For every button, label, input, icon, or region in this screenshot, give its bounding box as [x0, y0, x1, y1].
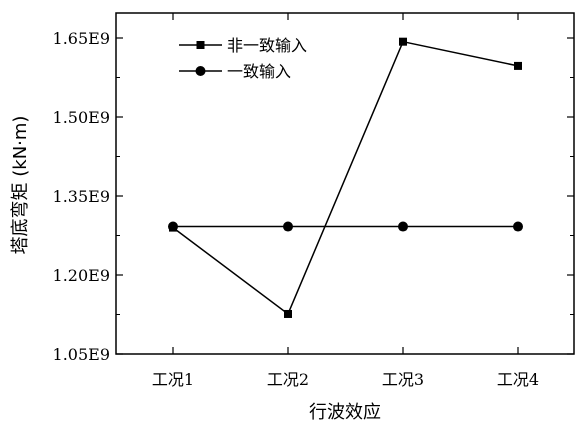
y-minor-ticks — [116, 77, 574, 315]
data-point-circle — [398, 221, 408, 232]
legend-marker-circle — [195, 66, 206, 76]
legend-label: 一致输入 — [227, 62, 291, 81]
x-axis-title: 行波效应 — [309, 402, 381, 423]
data-point-square — [284, 309, 292, 318]
x-tick-label: 工况2 — [267, 370, 309, 389]
plot-frame — [115, 12, 575, 355]
y-tick-label: 1.05E9 — [53, 345, 110, 364]
x-tick-label: 工况1 — [152, 370, 194, 389]
y-axis-title: 塔底弯矩 (kN·m) — [10, 116, 31, 255]
legend-marker-square — [196, 41, 205, 49]
y-tick-label: 1.20E9 — [53, 266, 110, 285]
x-axis-ticks: 工况1 工况2 工况3 工况4 — [152, 13, 539, 389]
data-point-square — [514, 61, 522, 70]
y-axis-ticks: 1.05E9 1.20E9 1.35E9 1.50E9 1.65E9 — [53, 29, 574, 364]
y-tick-label: 1.50E9 — [53, 108, 110, 127]
data-point-square — [399, 37, 407, 46]
data-point-circle — [168, 221, 178, 232]
x-tick-label: 工况3 — [382, 370, 424, 389]
legend-label: 非一致输入 — [227, 36, 307, 55]
y-tick-label: 1.35E9 — [53, 187, 110, 206]
y-tick-label: 1.65E9 — [53, 29, 110, 48]
series-line-1 — [172, 40, 519, 316]
x-tick-label: 工况4 — [497, 370, 539, 389]
data-point-circle — [283, 221, 293, 232]
data-point-circle — [513, 221, 523, 232]
series-layer — [168, 37, 523, 318]
